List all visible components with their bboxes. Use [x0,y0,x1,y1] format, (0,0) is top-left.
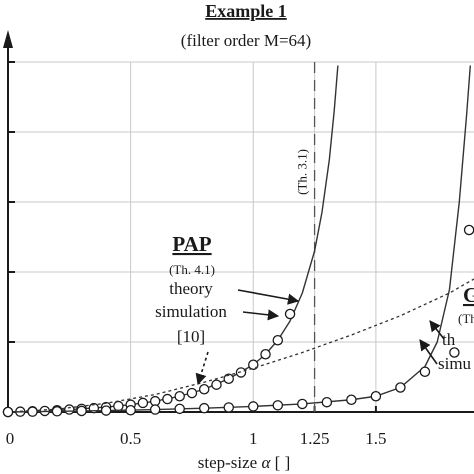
second-simulation-point [463,224,474,236]
series [2,65,474,418]
second-simulation-point [198,402,210,414]
pap-simulation-point [248,359,259,370]
stability-bound-label: (Th. 3.1) [295,149,310,195]
pap-simulation-point [162,393,173,405]
second-simulation-point [346,394,357,405]
y-ticks [8,61,15,413]
x-tick-label: 0.5 [120,429,141,448]
pap-simulation-markers [2,308,296,418]
pap-heading: PAP [172,232,211,256]
second-simulation-point [248,401,259,412]
second-simulation-point [223,402,234,413]
second-simulation-point [76,405,87,417]
second-simulation-point [395,382,406,393]
second-simulation-point [370,390,382,402]
pap-simulation-point [284,308,296,320]
pap-simulation-point [235,367,247,378]
pap-simulation-point [223,373,234,384]
second-simulation-point [51,406,63,417]
pap-simulation-point [174,390,185,402]
pap-theory-label: theory [169,279,213,298]
x-tick-label: 1.5 [365,429,386,448]
second-simulation-point [174,403,185,415]
second-simulation-point [125,404,136,416]
x-tick-label: 1 [249,429,258,448]
second-simulation-point [419,366,431,377]
pap-citation-arrow [195,351,209,386]
right-simulation-arrow [419,339,438,365]
x-tick-label: 1.25 [300,429,330,448]
x-axis-label: step-size α [ ] [198,453,291,472]
pap-simulation-point [64,404,75,415]
pap-simulation-point [198,383,210,395]
pap-theorem-ref: (Th. 4.1) [169,262,215,277]
right-heading: G [463,283,474,307]
pap-simulation-point [137,397,149,409]
pap-theory-arrow [237,289,300,305]
second-simulation-point [2,406,14,418]
chart-title: Example 1 [205,1,287,21]
x-tick-label: 0 [6,429,15,448]
pap-simulation-point [113,400,124,412]
pap-simulation-point [211,379,222,390]
right-simulation-label: simu [438,354,472,373]
second-simulation-point [272,400,284,411]
y-axis-arrow [3,30,13,48]
second-simulation-point [297,398,308,410]
pap-simulation-arrow [242,309,280,321]
second-simulation-point [149,404,161,415]
chart-subtitle: (filter order M=64) [181,31,311,50]
second-simulation-point [449,347,460,358]
second-simulation-point [27,406,38,417]
pap-simulation-point [272,334,284,346]
right-theorem-ref: (Th [458,311,474,326]
dotted-curve-line [7,278,474,413]
pap-simulation-point [186,387,198,399]
pap-simulation-point [260,348,271,360]
second-simulation-point [321,396,333,408]
second-simulation-markers [2,224,474,418]
right-theory-arrow [429,320,445,340]
right-theory-label: th [442,330,456,349]
pap-citation-label: [10] [177,327,205,346]
second-simulation-point [100,405,112,416]
grid [8,61,474,412]
pap-simulation-label: simulation [155,302,227,321]
second-theory-line [7,65,472,413]
